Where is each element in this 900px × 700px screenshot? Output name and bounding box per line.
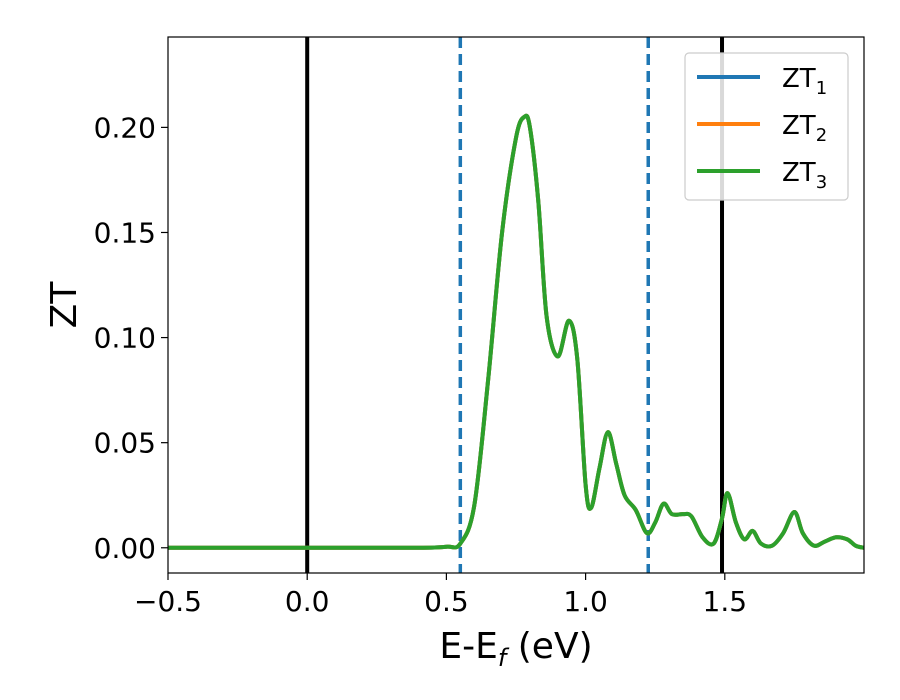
x-axis-label-main: E-E [439,626,497,667]
y-axis-label: ZT [44,281,85,329]
legend-label: ZT2 [782,111,827,146]
y-tick-label: 0.00 [94,532,156,565]
x-tick-label: 0.5 [424,585,469,618]
x-tick-label: −0.5 [134,585,202,618]
y-axis-ticks: 0.00 0.05 0.10 0.15 0.20 [94,111,168,565]
series-lines [167,113,865,550]
legend-box [684,52,849,201]
legend-entries: ZT1 ZT2 ZT3 [697,64,827,193]
legend: ZT1 ZT2 ZT3 [684,52,849,201]
x-tick-label: 0.0 [285,585,330,618]
plot-frame [167,36,865,574]
y-tick-label: 0.15 [94,216,156,249]
x-axis-label: E-Ef (eV) [439,626,592,672]
x-tick-label: 1.0 [563,585,608,618]
x-axis-label-unit: (eV) [506,626,592,667]
y-tick-label: 0.20 [94,111,156,144]
series-line-zt3 [167,113,865,550]
vertical-reference-lines [305,37,725,573]
x-tick-label: 1.5 [703,585,748,618]
y-tick-label: 0.05 [94,427,156,460]
legend-label: ZT1 [782,64,827,99]
x-axis-ticks: −0.5 0.0 0.5 1.0 1.5 [134,573,747,618]
legend-label: ZT3 [782,158,827,193]
y-tick-label: 0.10 [94,322,156,355]
